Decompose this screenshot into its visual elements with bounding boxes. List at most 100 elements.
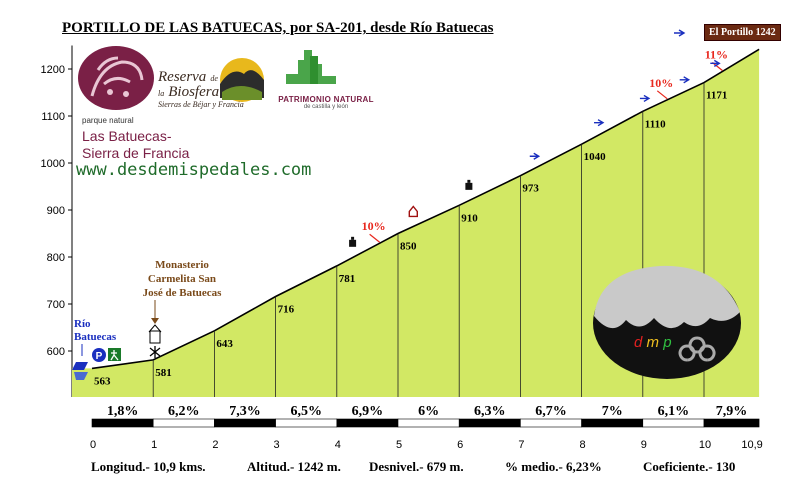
altitude-label: 850 [400,241,417,253]
windmill-icon [149,346,161,358]
profile-line [91,48,760,370]
summit-arrow-icon [674,29,686,37]
y-tick-label: 600 [47,346,65,358]
km-bar-segment [152,418,215,428]
segment-grade: 6,1% [658,404,690,419]
river-icon [74,372,88,380]
monastery-label: Monasterio Carmelita San José de Batueca… [122,258,242,300]
x-tick-label: 5 [396,439,402,451]
stat-length: Longitud.- 10,9 kms. [91,459,206,474]
house-icon [408,205,418,218]
x-tick-label: 10,9 [741,439,762,451]
km-bar-segment [214,418,276,428]
segment-grade: 1,8% [107,404,139,419]
stat-coefficient: Coeficiente.- 130 [643,459,736,474]
altitude-label: 910 [461,212,478,224]
page-title: PORTILLO DE LAS BATUECAS, por SA-201, de… [62,20,494,36]
km-bar-segment [703,418,760,428]
segment-grade: 6,3% [474,404,506,419]
reserva-de: de [210,74,218,83]
altitude-label: 973 [522,183,539,195]
building-icon [349,239,357,247]
dmp-letter-p: p [663,334,672,351]
x-tick-label: 7 [518,439,524,451]
building-icon-top [351,236,355,240]
peak-grade-arrow [369,233,381,243]
profile-area [72,48,760,398]
segment-grade: 6,7% [535,404,567,419]
patrimonio-logo [286,50,336,84]
segment-grade: 6,2% [168,404,200,419]
segment-grade: 7% [602,404,623,419]
y-tick-label: 800 [47,252,65,264]
route-markers: P [72,29,721,380]
grade-band: 1,8% 6,2% 7,3% 6,5% 6,9% 6% 6,3% 6,7% 7% 6,1% 7,9% [91,404,760,428]
start-place-line2: Batuecas [74,331,117,343]
reserva-word: Reserva [158,69,207,85]
dmp-letter-m: m [646,334,660,351]
altitude-label: 1110 [645,118,666,130]
peak-grades: 10% 10% 11% [362,48,728,243]
monastery-pointer-head [151,318,159,324]
parking-icon [92,348,106,362]
km-bar-segment [275,418,338,428]
park-small-label: parque natural [82,116,134,125]
altitude-label: 643 [216,338,233,350]
altitude-label: 581 [155,367,172,379]
stat-altitude: Altitud.- 1242 m. [247,459,341,474]
x-tick-label: 2 [212,439,218,451]
x-tick-label: 4 [335,439,341,451]
y-tick-label: 1200 [41,64,65,76]
x-tick-label: 1 [151,439,157,451]
stat-climb: Desnivel.- 679 m. [369,459,464,474]
km-bar-segment [581,418,644,428]
altitude-label: 716 [278,303,295,315]
km-bar-segment [642,418,705,428]
peak-grade-label: 10% [362,219,386,233]
y-tick-label: 1000 [41,158,65,170]
bridge-icon [72,362,88,370]
profile-fill [92,49,760,398]
biosphere-text: Reserva de la Biosfera Sierras de Béjar … [158,69,262,110]
x-tick-label: 9 [641,439,647,451]
park-name-line2: Sierra de Francia [82,145,190,161]
km-bar-segment [520,418,582,428]
km-bar-segment [91,418,154,428]
direction-arrow-icon [639,94,651,103]
dmp-letter-d: d [634,334,643,351]
website-link[interactable]: www.desdemispedales.com [76,160,312,180]
peak-grade-arrow [656,90,668,100]
altitude-label: 1040 [584,151,607,163]
y-tick-label: 900 [47,205,65,217]
monastery-line3: José de Batuecas [142,287,222,299]
dmp-logo [593,265,741,379]
direction-arrow-icon [529,152,541,160]
direction-arrow-icon [710,59,721,67]
patrimonio-text: PATRIMONIO NATURAL de castilla y león [276,95,376,110]
peak-grade-label: 11% [705,48,728,62]
direction-arrow-icon [594,119,605,127]
summit-label: El Portillo 1242 [704,24,781,41]
point-labels: 563 581 643 716 781 850 910 973 1040 1110 1171 [94,90,727,388]
y-tick-label: 700 [47,299,65,311]
y-tick-label: 1100 [41,111,65,123]
walking-icon-figure [110,350,119,361]
stat-average: % medio.- 6,23% [505,459,602,474]
x-tick-label: 10 [699,439,711,451]
direction-arrow-icon [679,76,691,84]
chapel-icon-top [467,179,471,183]
monastery-line1: Monasterio [155,259,209,271]
segment-grade: 7,9% [716,404,748,419]
start-place-line1: Río [74,318,91,330]
biosphere-sub: Sierras de Béjar y Francia [158,100,244,109]
church-icon [149,330,161,344]
km-bar-segment [458,418,521,428]
x-tick-label: 0 [90,439,96,451]
peak-grade-label: 10% [649,76,673,90]
dmp-text: d m p [634,334,672,351]
altitude-label: 563 [94,375,111,387]
segment-grade: 7,3% [229,404,261,419]
segment-grade: 6,5% [290,404,322,419]
park-logo [78,46,154,110]
